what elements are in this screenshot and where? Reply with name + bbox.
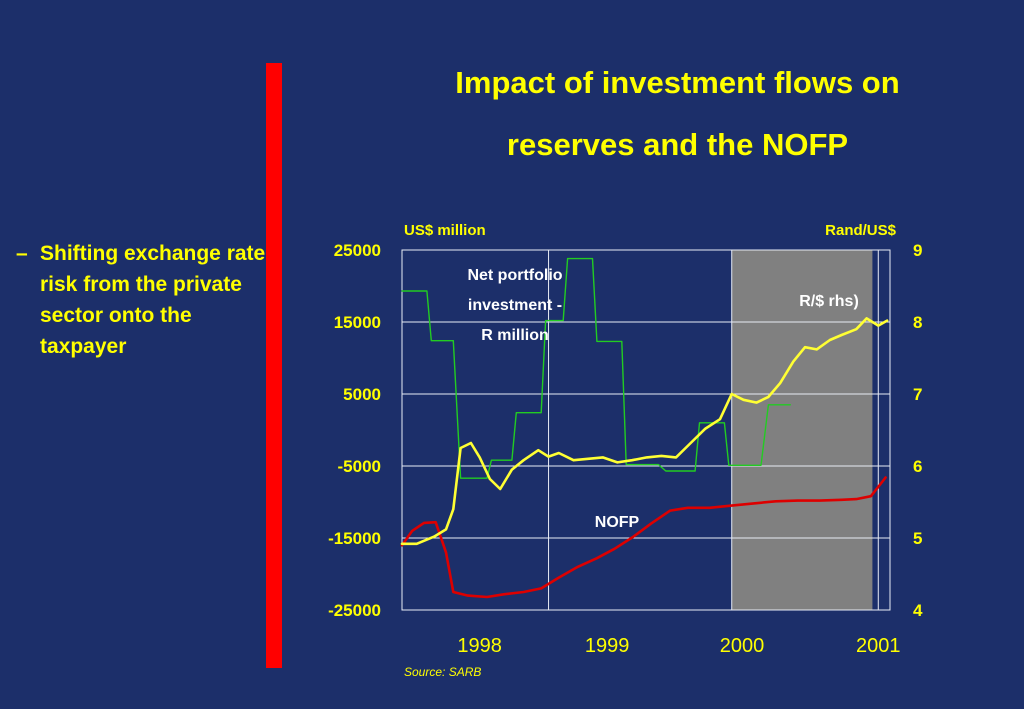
right-tick-label: 6 [913, 457, 922, 476]
right-tick-label: 4 [913, 601, 923, 620]
right-tick-label: 8 [913, 313, 922, 332]
bullet-text: Shifting exchange rate risk from the pri… [40, 242, 266, 358]
left-tick-label: 5000 [343, 385, 381, 404]
left-tick-label: 25000 [334, 241, 381, 260]
right-tick-label: 5 [913, 529, 922, 548]
bullet-item: – Shifting exchange rate risk from the p… [16, 238, 266, 362]
right-tick-label: 9 [913, 241, 922, 260]
portfolio-annotation-line: R million [481, 327, 549, 344]
bullet-dash: – [16, 242, 28, 265]
right-axis-title: Rand/US$ [825, 222, 897, 239]
shaded-region [731, 250, 873, 610]
left-tick-label: 15000 [334, 313, 381, 332]
rand-annotation: R/$ rhs) [799, 293, 859, 310]
plot-frame [401, 249, 891, 611]
nofp-series-line [400, 476, 887, 599]
x-tick-label: 2001 [856, 635, 901, 657]
left-tick-label: -25000 [328, 601, 381, 620]
x-tick-label: 1998 [457, 635, 502, 657]
accent-bar [266, 63, 282, 668]
portfolio-annotation: Net portfolio investment - R million [467, 267, 562, 344]
rand-series-line [400, 317, 889, 546]
source-note: Source: SARB [404, 665, 481, 679]
portfolio-series-line [401, 257, 791, 479]
left-tick-label: -15000 [328, 529, 381, 548]
x-tick-label: 1999 [585, 635, 630, 657]
slide-title: Impact of investment flows on reserves a… [455, 65, 900, 162]
portfolio-annotation-line: investment - [468, 297, 562, 314]
nofp-annotation: NOFP [595, 514, 640, 531]
right-tick-label: 7 [913, 385, 922, 404]
left-axis-title: US$ million [404, 222, 486, 239]
left-tick-label: -5000 [338, 457, 381, 476]
portfolio-annotation-line: Net portfolio [467, 267, 562, 284]
x-tick-label: 2000 [720, 635, 765, 657]
